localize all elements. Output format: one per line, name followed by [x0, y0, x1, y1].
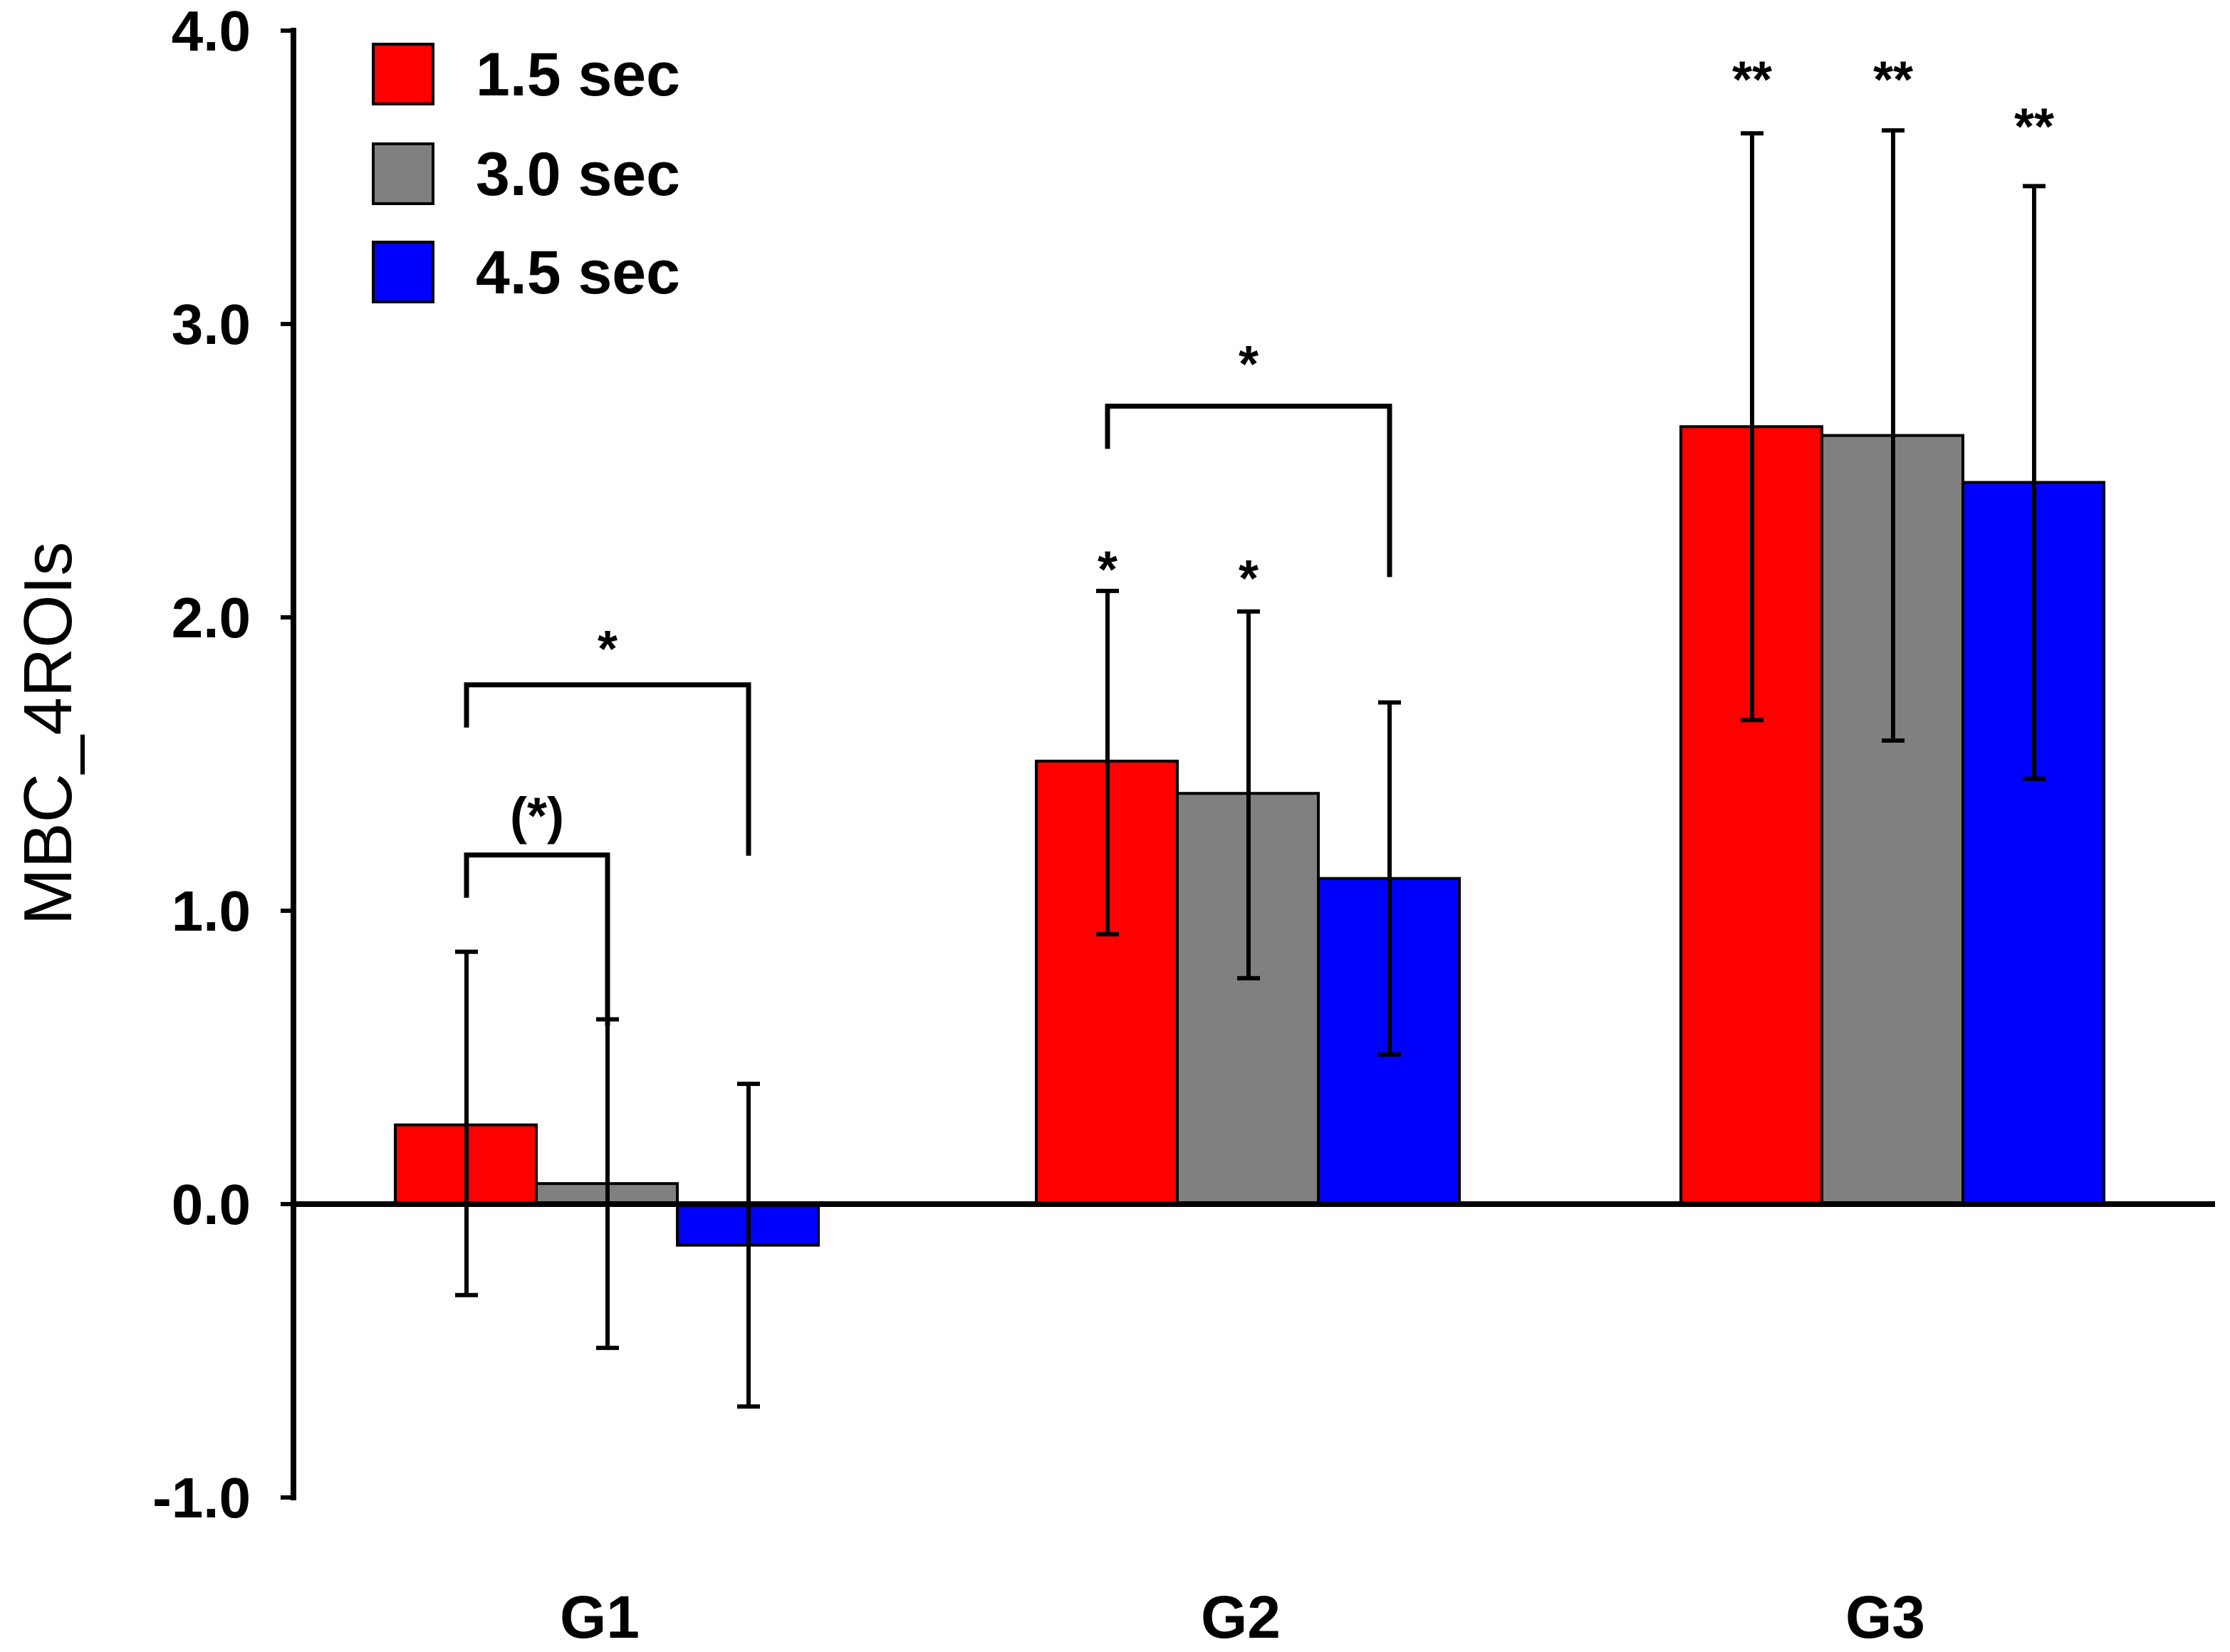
x-tick-label: G3 [1845, 1584, 1925, 1651]
significance-bracket [464, 852, 610, 1026]
error-bars [455, 128, 2046, 1409]
x-axis: G1 G2 G3 [293, 1201, 2215, 1651]
y-tick-label: 3.0 [172, 293, 251, 356]
x-tick-label: G1 [560, 1584, 640, 1651]
legend-label: 3.0 sec [476, 140, 680, 209]
y-axis-label: MBC_4ROIs [10, 542, 86, 926]
significance-marker: * [598, 621, 618, 678]
significance-marker: ** [1732, 52, 1772, 109]
significance-annotations: *(*)** *** **** [464, 52, 2054, 1026]
significance-bracket [464, 682, 751, 856]
legend-swatch [372, 241, 434, 303]
legend-swatch [372, 142, 434, 205]
significance-marker: (*) [510, 788, 564, 845]
significance-marker: * [1239, 336, 1259, 393]
significance-marker: * [1239, 550, 1259, 607]
legend: 1.5 sec 3.0 sec 4.5 sec [372, 41, 680, 307]
bars [394, 425, 2105, 1247]
y-tick-label: -1.0 [152, 1466, 251, 1530]
y-tick-label: 0.0 [172, 1173, 251, 1236]
legend-swatch [372, 43, 434, 105]
legend-label: 1.5 sec [476, 41, 680, 109]
y-tick-label: 4.0 [172, 0, 251, 63]
x-tick-label: G2 [1201, 1584, 1281, 1651]
significance-marker: * [1098, 542, 1117, 599]
significance-bracket [1105, 403, 1392, 577]
significance-marker: ** [1873, 52, 1913, 109]
significance-marker: ** [2014, 98, 2054, 155]
legend-label: 4.5 sec [476, 239, 680, 307]
y-axis: -1.0 0.0 1.0 2.0 3.0 4.0 [152, 0, 296, 1530]
y-tick-label: 1.0 [172, 879, 251, 943]
y-tick-label: 2.0 [172, 586, 251, 649]
